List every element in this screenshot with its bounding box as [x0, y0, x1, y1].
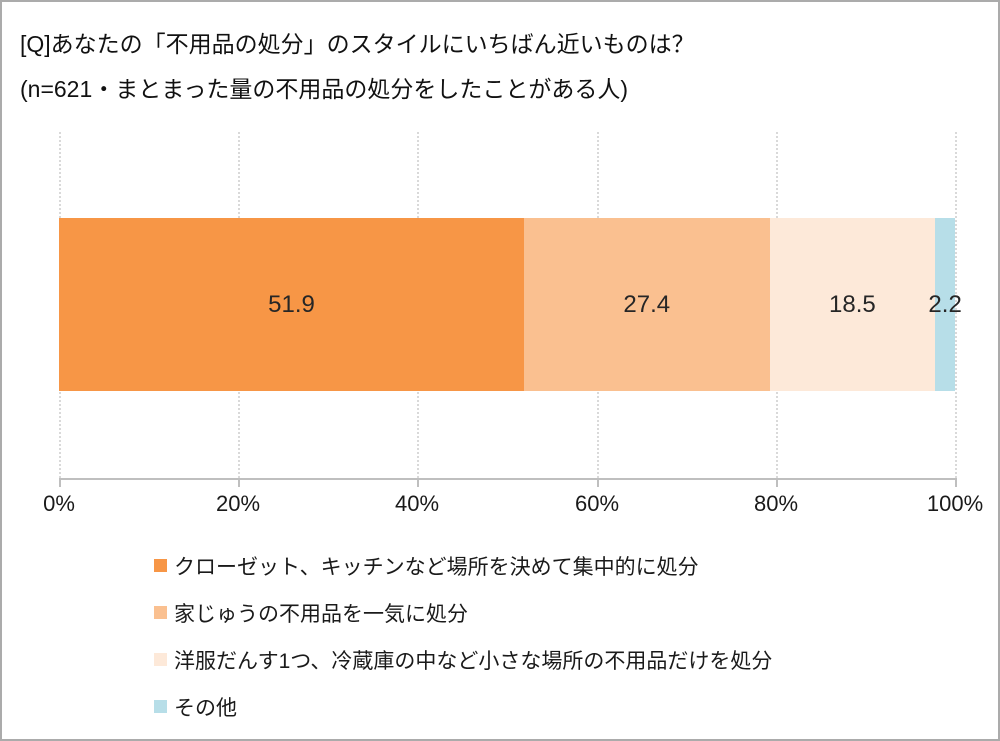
bar-segment: 18.5 [769, 218, 936, 391]
legend-item: その他 [154, 683, 772, 730]
x-axis-tick [955, 480, 957, 487]
bar-segment-value: 2.2 [928, 290, 962, 318]
x-axis-tick [417, 480, 419, 487]
x-axis-tick-label: 100% [926, 491, 984, 516]
legend-item: クローゼット、キッチンなど場所を決めて集中的に処分 [154, 542, 772, 589]
x-axis-tick [238, 480, 240, 487]
gridline-100pct [955, 132, 957, 478]
x-axis-tick-label: 40% [394, 491, 440, 516]
legend-swatch [154, 559, 167, 572]
x-axis-tick-label: 20% [215, 491, 261, 516]
bar-segment: 2.2 [928, 218, 962, 391]
chart-title-line2: (n=621・まとまった量の不用品の処分をしたことがある人) [20, 76, 628, 102]
x-axis-tick-label: 80% [753, 491, 799, 516]
legend-item: 洋服だんす1つ、冷蔵庫の中など小さな場所の不用品だけを処分 [154, 636, 772, 683]
x-axis-tick-label: 60% [574, 491, 620, 516]
legend-item: 家じゅうの不用品を一気に処分 [154, 589, 772, 636]
chart-title: [Q]あなたの「不用品の処分」のスタイルにいちばん近いものは？ (n=621・ま… [20, 22, 695, 112]
bar-segment: 27.4 [524, 218, 770, 391]
x-axis-tick [59, 480, 61, 487]
legend-swatch [154, 700, 167, 713]
plot-area: 51.9 27.4 18.5 2.2 [59, 132, 962, 478]
legend-label: クローゼット、キッチンなど場所を決めて集中的に処分 [174, 555, 699, 579]
legend: クローゼット、キッチンなど場所を決めて集中的に処分 家じゅうの不用品を一気に処分… [154, 542, 772, 730]
bar-segment-value: 27.4 [623, 290, 671, 318]
stacked-bar: 51.9 27.4 18.5 2.2 [59, 218, 962, 391]
chart-title-line1: [Q]あなたの「不用品の処分」のスタイルにいちばん近いものは？ [20, 31, 695, 57]
x-axis-tick [597, 480, 599, 487]
x-axis-line [59, 478, 957, 480]
legend-swatch [154, 653, 167, 666]
x-axis-tick-label: 0% [43, 491, 75, 516]
legend-label: その他 [174, 696, 237, 720]
bar-segment-value: 18.5 [829, 290, 876, 318]
x-axis-tick [776, 480, 778, 487]
bar-segment-value: 51.9 [268, 290, 315, 318]
legend-label: 家じゅうの不用品を一気に処分 [174, 602, 468, 626]
legend-label: 洋服だんす1つ、冷蔵庫の中など小さな場所の不用品だけを処分 [174, 649, 773, 673]
bar-segment: 51.9 [59, 218, 525, 391]
legend-swatch [154, 606, 167, 619]
